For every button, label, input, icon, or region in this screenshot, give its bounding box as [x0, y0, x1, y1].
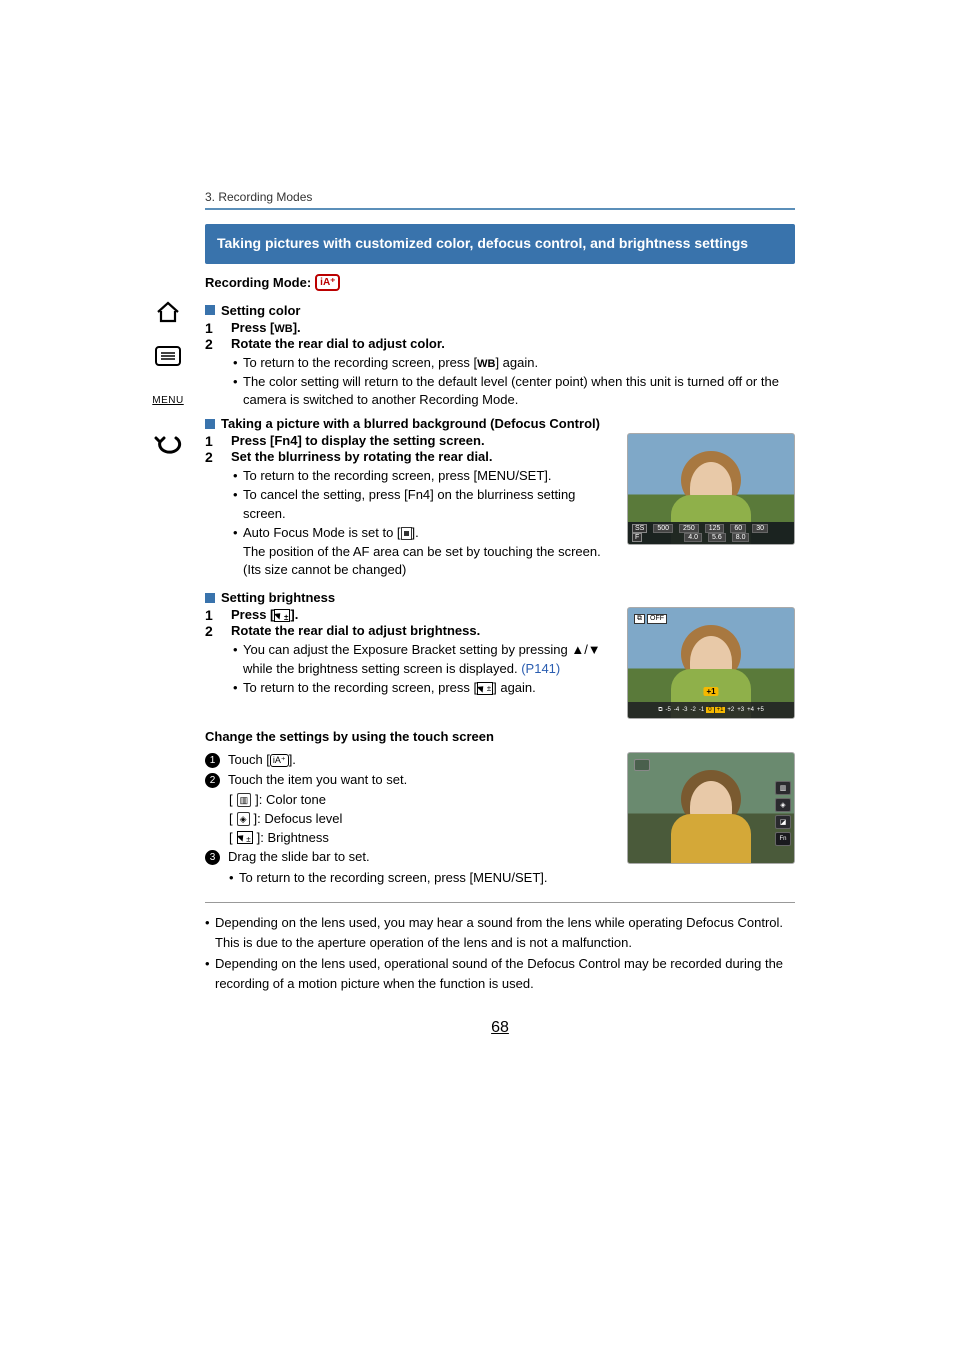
- touch-step: 1Touch [iA⁺].: [205, 752, 617, 768]
- bullet-square-icon: [205, 419, 215, 429]
- overlay-defocus-icon: ◈: [775, 798, 791, 812]
- wb-icon: WB: [477, 358, 495, 370]
- bullet: The color setting will return to the def…: [233, 373, 795, 411]
- overlay-fn-icon: Fn: [775, 832, 791, 846]
- bullet: To cancel the setting, press [Fn4] on th…: [233, 486, 617, 524]
- touch-step: 2Touch the item you want to set.: [205, 772, 617, 788]
- sample-defocus-image: SS5002501256030 F4.05.68.0: [627, 433, 795, 545]
- ia-touch-icon: iA⁺: [270, 754, 289, 767]
- bullet: To return to the recording screen, press…: [233, 354, 795, 373]
- sample-touch-image: ▥ ◈ ◪ Fn: [627, 752, 795, 864]
- divider: [205, 208, 795, 210]
- exposure-comp-icon: [274, 609, 290, 622]
- bullet-square-icon: [205, 593, 215, 603]
- touch-option: [ ]: Brightness: [229, 830, 617, 845]
- touch-heading: Change the settings by using the touch s…: [205, 729, 795, 744]
- step: 2 Rotate the rear dial to adjust color.: [205, 336, 795, 352]
- overlay-brightness-icon: ◪: [775, 815, 791, 829]
- page-number: 68: [205, 1019, 795, 1037]
- section-title: Taking pictures with customized color, d…: [205, 224, 795, 264]
- bullet: To return to the recording screen, press…: [233, 467, 617, 486]
- step: 1Press [].: [205, 607, 617, 623]
- subheading-brightness: Setting brightness: [205, 590, 795, 605]
- page-ref-link[interactable]: (P141): [521, 661, 560, 676]
- color-tone-icon: ▥: [237, 793, 252, 807]
- divider: [205, 902, 795, 903]
- exposure-comp-icon: [477, 682, 493, 695]
- menu-text-icon[interactable]: MENU: [154, 388, 182, 412]
- recording-mode-label: Recording Mode: iA⁺: [205, 274, 795, 291]
- touch-option: [ ▥ ]: Color tone: [229, 792, 617, 807]
- ia-plus-mode-icon: iA⁺: [315, 274, 340, 291]
- sample-brightness-image: ⧉OFF +1 ⧉ -5-4-3-2-10+1+2+3+4+5: [627, 607, 795, 719]
- brightness-icon: [237, 831, 253, 844]
- note: Depending on the lens used, you may hear…: [205, 913, 795, 952]
- af-single-icon: [401, 527, 412, 541]
- touch-option: [ ◈ ]: Defocus level: [229, 811, 617, 826]
- step: 2Rotate the rear dial to adjust brightne…: [205, 623, 617, 639]
- overlay-color-icon: ▥: [775, 781, 791, 795]
- subheading-defocus: Taking a picture with a blurred backgrou…: [205, 416, 795, 431]
- bullet-square-icon: [205, 305, 215, 315]
- bullet: You can adjust the Exposure Bracket sett…: [233, 641, 617, 679]
- subheading-color: Setting color: [205, 303, 795, 318]
- touch-step: 3Drag the slide bar to set.: [205, 849, 617, 865]
- home-icon[interactable]: [154, 300, 182, 324]
- bullet: To return to the recording screen, press…: [233, 679, 617, 698]
- note: Depending on the lens used, operational …: [205, 954, 795, 993]
- back-icon[interactable]: [154, 432, 182, 456]
- wb-icon: WB: [274, 323, 292, 335]
- toc-icon[interactable]: [154, 344, 182, 368]
- step: 1 Press [WB].: [205, 320, 795, 336]
- defocus-level-icon: ◈: [237, 812, 250, 826]
- breadcrumb: 3. Recording Modes: [205, 190, 795, 204]
- bullet: Auto Focus Mode is set to [].The positio…: [233, 524, 617, 581]
- step: 2Set the blurriness by rotating the rear…: [205, 449, 617, 465]
- step: 1Press [Fn4] to display the setting scre…: [205, 433, 617, 449]
- bullet: To return to the recording screen, press…: [229, 869, 617, 888]
- ia-overlay-icon: [634, 759, 650, 771]
